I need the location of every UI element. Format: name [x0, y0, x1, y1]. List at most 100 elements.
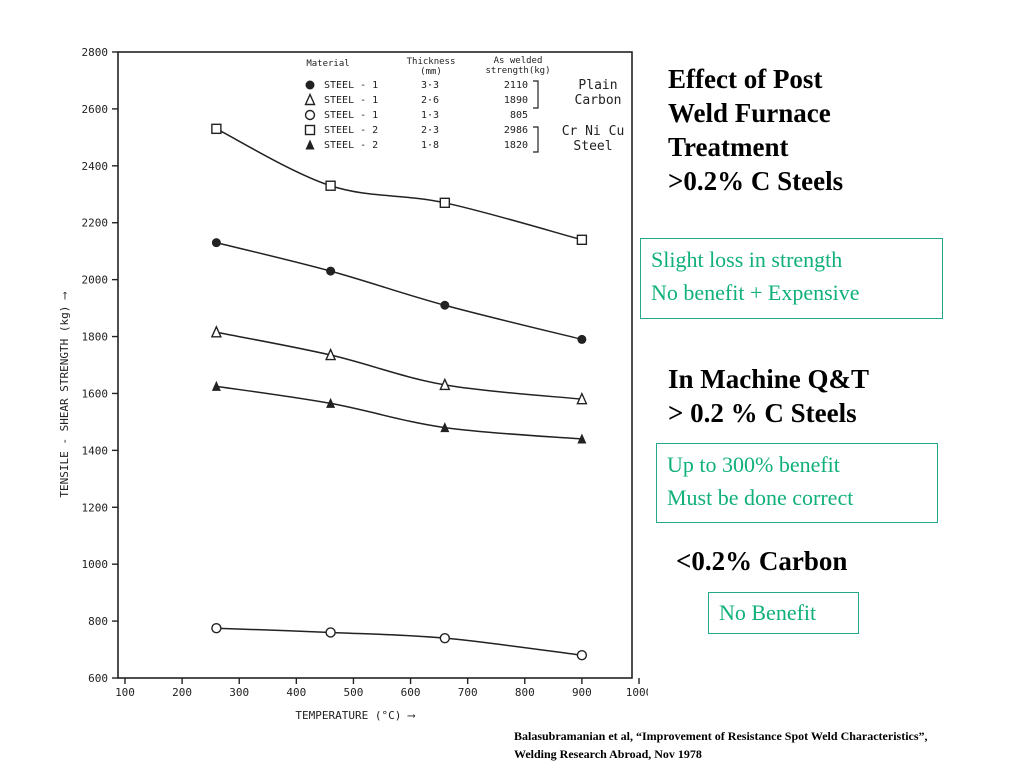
legend-thickness: 3·3 [421, 80, 439, 91]
y-tick-label: 1000 [82, 558, 109, 571]
x-tick-label: 600 [401, 686, 421, 699]
legend-bracket [533, 126, 539, 153]
low-carbon-note-line: No Benefit [719, 600, 817, 625]
data-point-marker [211, 380, 221, 391]
furnace-heading-line: Treatment [668, 132, 789, 162]
data-point-marker [211, 238, 221, 248]
legend-as-welded: 2110 [504, 80, 528, 91]
legend-as-welded: 805 [510, 110, 528, 121]
x-tick-label: 200 [172, 686, 192, 699]
legend-header-strength-unit: strength(kg) [485, 66, 550, 76]
data-point-marker [304, 109, 316, 121]
legend-thickness: 1·8 [421, 140, 439, 151]
legend-as-welded: 1890 [504, 95, 528, 106]
legend-thickness: 2·3 [421, 125, 439, 136]
legend-thickness: 1·3 [421, 110, 439, 121]
series-line [216, 331, 582, 400]
data-point-marker [439, 632, 451, 644]
x-axis-label: TEMPERATURE (°C) ⟶ [295, 709, 416, 722]
data-point-marker [304, 124, 316, 136]
furnace-note-box: Slight loss in strength No benefit + Exp… [640, 238, 943, 319]
data-point-marker [211, 623, 222, 634]
y-tick-label: 2400 [82, 160, 109, 173]
citation: Balasubramanian et al, “Improvement of R… [514, 727, 1019, 763]
low-carbon-note-box: No Benefit [708, 592, 859, 634]
low-carbon-heading: <0.2% Carbon [676, 544, 847, 578]
y-tick-label: 1800 [82, 331, 109, 344]
y-tick-label: 2200 [82, 217, 109, 230]
data-point-marker [325, 347, 337, 361]
series-line [216, 385, 582, 440]
low-carbon-heading-line: <0.2% Carbon [676, 546, 848, 576]
data-point-marker [325, 627, 336, 638]
legend-group-label: Carbon [575, 93, 622, 108]
y-tick-label: 1200 [82, 501, 109, 514]
y-tick-label: 600 [88, 672, 108, 685]
y-tick-label: 1600 [82, 387, 109, 400]
data-point-marker [325, 180, 336, 191]
legend-series-name: STEEL - 1 [324, 95, 378, 106]
legend-group-label: Plain [578, 78, 617, 93]
machine-heading: In Machine Q&T > 0.2 % C Steels [668, 362, 869, 430]
machine-note-box: Up to 300% benefit Must be done correct [656, 443, 938, 523]
series-line [216, 241, 583, 341]
data-point-marker [305, 80, 315, 90]
y-tick-label: 2800 [82, 46, 109, 59]
x-tick-label: 800 [515, 686, 535, 699]
legend-header-material: Material [306, 59, 349, 69]
strength-chart: 600 800 1000 1200 1400 1600 1800 2000 2200 2400 26… [48, 38, 648, 728]
data-point-marker [439, 197, 451, 209]
x-tick-label: 900 [572, 686, 592, 699]
data-point-marker [440, 422, 450, 433]
citation-line: Balasubramanian et al, “Improvement of R… [514, 729, 928, 743]
y-tick-label: 2600 [82, 103, 109, 116]
legend-series-name: STEEL - 2 [324, 125, 378, 136]
legend-as-welded: 1820 [504, 140, 528, 151]
legend-header-thickness: Thickness [407, 57, 456, 67]
machine-note-line: Up to 300% benefit [667, 452, 840, 477]
x-tick-label: 1000 [626, 686, 648, 699]
x-tick-label: 300 [229, 686, 249, 699]
legend-series-name: STEEL - 2 [324, 140, 378, 151]
citation-line: Welding Research Abroad, Nov 1978 [514, 747, 702, 761]
y-tick-label: 2000 [82, 274, 109, 287]
series-line [216, 128, 583, 241]
furnace-heading-line: >0.2% C Steels [668, 166, 844, 196]
data-point-marker [577, 334, 587, 344]
data-point-marker [211, 123, 222, 135]
y-tick-label: 800 [88, 615, 108, 628]
machine-heading-line: > 0.2 % C Steels [668, 398, 857, 428]
x-tick-label: 400 [286, 686, 306, 699]
machine-heading-line: In Machine Q&T [668, 364, 870, 394]
legend-thickness: 2·6 [421, 95, 439, 106]
legend-group-label: Steel [573, 139, 612, 154]
data-point-marker [577, 433, 587, 444]
data-point-marker [326, 397, 336, 408]
data-point-marker [576, 234, 588, 246]
legend-header-strength: As welded [494, 56, 543, 66]
legend-series-name: STEEL - 1 [324, 80, 378, 91]
legend-group-label: Cr Ni Cu [562, 124, 625, 139]
furnace-heading-line: Weld Furnace [668, 98, 831, 128]
x-tick-label: 500 [344, 686, 364, 699]
data-point-marker [304, 92, 316, 106]
furnace-heading-line: Effect of Post [668, 64, 823, 94]
x-tick-label: 700 [458, 686, 478, 699]
data-point-marker [439, 377, 451, 391]
y-tick-label: 1400 [82, 444, 109, 457]
legend-series-name: STEEL - 1 [324, 110, 378, 121]
furnace-note-line: Slight loss in strength [651, 247, 843, 272]
data-point-marker [210, 325, 222, 338]
data-point-marker [576, 391, 588, 405]
chart-svg: 600 800 1000 1200 1400 1600 1800 2000 2200 2400 26… [58, 46, 648, 722]
data-point-marker [305, 139, 315, 150]
plot-frame [117, 51, 633, 679]
legend-header-thickness-unit: (mm) [420, 67, 442, 77]
legend-bracket [533, 80, 539, 109]
y-axis-label: TENSILE - SHEAR STRENGTH (kg) ⟶ [58, 291, 71, 498]
furnace-note-line: No benefit + Expensive [651, 280, 860, 305]
data-point-marker [576, 650, 588, 661]
machine-note-line: Must be done correct [667, 485, 854, 510]
data-point-marker [326, 266, 336, 276]
legend-as-welded: 2986 [504, 125, 528, 136]
